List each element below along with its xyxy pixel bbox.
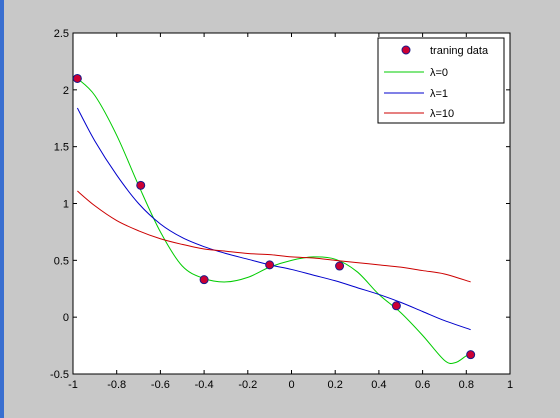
series-points (72, 73, 476, 360)
data-point-5 (391, 301, 401, 311)
x-tick-label-0: -1 (68, 379, 78, 391)
window-edge (0, 0, 4, 418)
x-tick-label-5: 0 (288, 379, 294, 391)
x-tick-label-6: 0.2 (328, 379, 343, 391)
legend-entry-lambda10: λ=10 (384, 108, 454, 120)
data-point-0 (72, 73, 82, 83)
data-point-4 (335, 261, 345, 271)
data-point-1 (136, 180, 146, 190)
x-tick-label-7: 0.4 (371, 379, 386, 391)
data-point-2 (199, 275, 209, 285)
series-line-1 (77, 78, 471, 364)
x-tick-label-3: -0.4 (195, 379, 214, 391)
series-line-3 (77, 190, 471, 283)
legend-marker-training (401, 45, 411, 55)
legend-label-lambda1: λ=1 (430, 88, 448, 100)
y-tick-label-6: 2.5 (54, 28, 69, 40)
x-tick-label-9: 0.8 (459, 379, 474, 391)
axis-ticks: -1 -0.8 -0.6 -0.4 -0.2 0 0.2 0.4 0.6 0.8 1 -0.5 0 0.5… (50, 28, 513, 391)
y-tick-label-3: 1 (63, 199, 69, 211)
y-tick-label-4: 1.5 (54, 142, 69, 154)
legend-box (377, 37, 505, 124)
y-tick-label-0: -0.5 (50, 369, 69, 381)
y-tick-label-1: 0 (63, 312, 69, 324)
x-tick-label-1: -0.8 (107, 379, 126, 391)
x-tick-label-8: 0.6 (415, 379, 430, 391)
legend-label-training: traning data (430, 45, 489, 57)
legend-entry-lambda0: λ=0 (384, 67, 448, 79)
legend-label-lambda10: λ=10 (430, 108, 454, 120)
y-tick-label-2: 0.5 (54, 255, 69, 267)
x-tick-label-2: -0.6 (151, 379, 170, 391)
legend-entry-lambda1: λ=1 (384, 88, 448, 100)
x-tick-label-4: -0.2 (238, 379, 257, 391)
legend-label-lambda0: λ=0 (430, 67, 448, 79)
legend-entry-training: traning data (401, 45, 489, 57)
data-point-3 (265, 260, 275, 270)
y-tick-label-5: 2 (63, 85, 69, 97)
data-point-6 (466, 350, 476, 360)
legend: traning data λ=0 λ=1 λ=10 (377, 37, 505, 124)
x-tick-label-10: 1 (507, 379, 513, 391)
